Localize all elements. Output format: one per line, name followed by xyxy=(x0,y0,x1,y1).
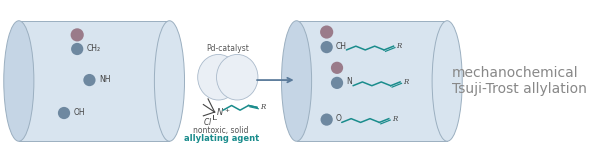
Text: nontoxic, solid: nontoxic, solid xyxy=(194,126,249,135)
Circle shape xyxy=(58,107,70,119)
Text: R: R xyxy=(392,115,397,123)
Text: N: N xyxy=(347,77,352,87)
Circle shape xyxy=(331,77,343,89)
Circle shape xyxy=(331,62,343,74)
Ellipse shape xyxy=(432,21,462,141)
Circle shape xyxy=(320,113,333,126)
Text: OH: OH xyxy=(73,108,85,117)
Text: NH: NH xyxy=(99,75,110,84)
Polygon shape xyxy=(297,21,447,141)
Circle shape xyxy=(83,74,95,86)
Text: O: O xyxy=(336,114,342,123)
Circle shape xyxy=(320,25,333,39)
Circle shape xyxy=(320,41,333,53)
Text: allylating agent: allylating agent xyxy=(183,134,259,143)
Ellipse shape xyxy=(4,21,34,141)
Text: Tsuji-Trost allylation: Tsuji-Trost allylation xyxy=(452,81,587,96)
Text: Pd-catalyst: Pd-catalyst xyxy=(206,45,249,53)
Ellipse shape xyxy=(217,54,258,100)
Ellipse shape xyxy=(282,21,311,141)
Text: CH: CH xyxy=(336,42,347,51)
Circle shape xyxy=(70,28,84,41)
Circle shape xyxy=(71,43,83,55)
Text: $N^+$: $N^+$ xyxy=(215,106,230,118)
Text: R: R xyxy=(403,78,408,86)
Text: $Cl^-$: $Cl^-$ xyxy=(203,116,219,127)
Ellipse shape xyxy=(198,54,239,100)
Ellipse shape xyxy=(154,21,185,141)
Text: CH₂: CH₂ xyxy=(87,44,101,52)
Text: mechanochemical: mechanochemical xyxy=(452,65,578,80)
Text: R: R xyxy=(396,42,402,50)
Text: R: R xyxy=(260,103,265,111)
Polygon shape xyxy=(19,21,169,141)
